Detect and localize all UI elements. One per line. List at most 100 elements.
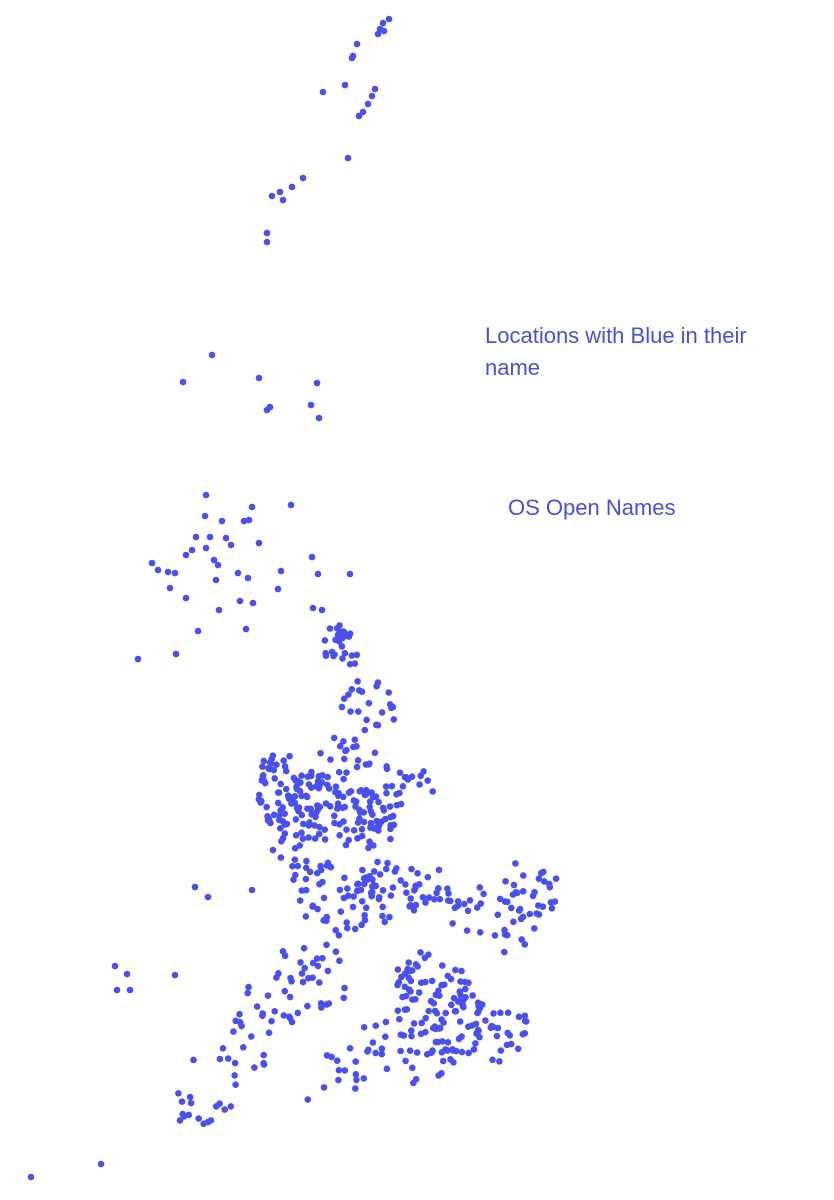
location-point xyxy=(371,749,379,757)
location-point xyxy=(365,699,373,707)
location-point xyxy=(277,780,285,788)
location-point xyxy=(330,734,338,742)
location-point xyxy=(317,749,324,757)
location-point xyxy=(440,1019,447,1026)
location-point xyxy=(474,1009,481,1017)
location-point xyxy=(192,533,200,541)
location-point xyxy=(491,932,499,939)
location-point xyxy=(255,539,263,547)
location-point xyxy=(274,799,282,807)
location-point xyxy=(341,874,348,882)
location-point xyxy=(372,1022,380,1029)
location-point xyxy=(514,1045,522,1053)
location-point xyxy=(242,625,250,633)
location-point xyxy=(402,1057,409,1065)
location-point xyxy=(299,835,307,842)
location-point xyxy=(352,1085,359,1092)
location-point xyxy=(539,903,547,910)
location-point xyxy=(336,886,344,894)
location-point xyxy=(260,757,268,765)
location-point xyxy=(408,1032,415,1040)
location-point xyxy=(346,630,354,637)
location-point xyxy=(482,1017,489,1024)
location-point xyxy=(304,1002,311,1010)
location-point xyxy=(526,910,534,918)
location-point xyxy=(342,841,350,849)
location-point xyxy=(489,1056,496,1064)
location-point xyxy=(386,913,393,921)
location-point xyxy=(374,30,382,38)
location-point xyxy=(402,774,410,781)
location-point xyxy=(335,789,343,797)
location-point xyxy=(227,541,235,549)
location-point xyxy=(308,553,316,561)
location-point xyxy=(367,819,375,827)
map-title: Locations with Blue in their name xyxy=(485,323,747,380)
location-point xyxy=(352,1071,360,1078)
location-point xyxy=(397,1047,404,1055)
location-point xyxy=(435,1072,442,1079)
location-point xyxy=(476,929,484,936)
location-point xyxy=(179,378,187,386)
location-point xyxy=(349,903,357,911)
location-point xyxy=(268,1017,275,1025)
location-point xyxy=(424,777,432,784)
location-point xyxy=(401,983,409,991)
location-point xyxy=(202,491,210,499)
location-point xyxy=(355,112,363,120)
location-point xyxy=(277,567,285,575)
location-point xyxy=(299,174,307,182)
location-point xyxy=(176,1117,184,1124)
location-point xyxy=(538,869,545,877)
location-point xyxy=(324,781,331,789)
location-point xyxy=(336,622,343,629)
location-point xyxy=(345,691,352,698)
location-point xyxy=(457,978,464,985)
location-point xyxy=(308,784,315,791)
location-point xyxy=(374,721,382,729)
location-point xyxy=(328,1053,335,1061)
location-point xyxy=(501,948,508,956)
location-point xyxy=(352,1058,360,1065)
location-point xyxy=(341,1067,349,1074)
location-point xyxy=(335,638,343,645)
location-point xyxy=(245,516,253,524)
location-point xyxy=(301,964,309,972)
location-point xyxy=(216,1055,224,1063)
location-point xyxy=(472,1040,479,1047)
location-point xyxy=(344,885,351,892)
location-point xyxy=(236,597,244,605)
location-point xyxy=(419,893,427,901)
location-point xyxy=(406,1047,414,1054)
location-point xyxy=(412,961,420,968)
location-point xyxy=(422,1028,429,1036)
location-point xyxy=(551,898,559,905)
location-point xyxy=(232,1017,239,1025)
location-point xyxy=(351,925,359,933)
location-point xyxy=(354,835,361,842)
location-point xyxy=(470,1046,478,1053)
location-point xyxy=(378,1050,386,1058)
location-point xyxy=(344,924,351,932)
location-point xyxy=(400,1032,408,1039)
location-point xyxy=(126,986,134,994)
location-point xyxy=(212,576,220,584)
location-point xyxy=(552,875,560,882)
location-point xyxy=(448,1001,455,1009)
location-point xyxy=(324,773,331,781)
location-point xyxy=(316,979,323,986)
location-point xyxy=(397,800,405,808)
location-point xyxy=(331,812,338,820)
location-point xyxy=(341,81,349,89)
location-point xyxy=(314,802,321,809)
location-point xyxy=(231,1059,239,1067)
location-point xyxy=(369,1039,377,1046)
location-point xyxy=(358,825,366,833)
location-point xyxy=(474,999,482,1006)
location-point xyxy=(413,1049,421,1056)
location-point xyxy=(218,517,226,525)
location-point xyxy=(259,772,267,779)
location-point xyxy=(276,816,283,824)
location-point xyxy=(444,1039,452,1046)
location-point xyxy=(403,1006,411,1013)
